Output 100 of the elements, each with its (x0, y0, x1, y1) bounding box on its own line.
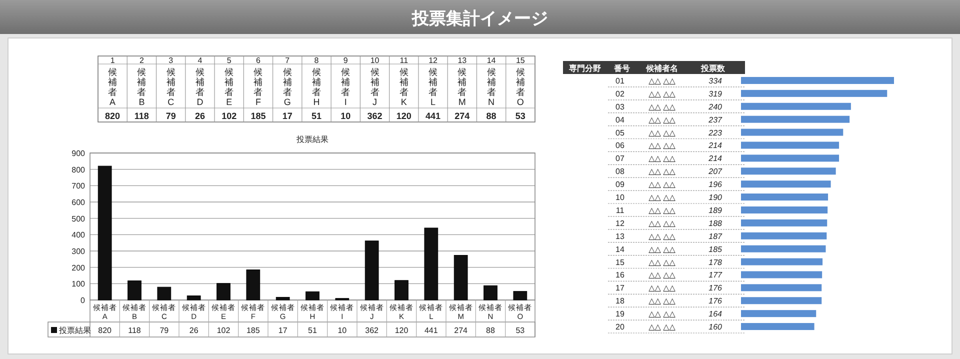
y-tick-label: 01 (616, 76, 625, 86)
y-tick-label: 200 (72, 263, 86, 272)
text: △△ △△ (648, 284, 676, 293)
text: △△ △△ (648, 193, 676, 202)
text: △△ △△ (648, 141, 676, 150)
text: △△ △△ (648, 310, 676, 319)
data-label: 160 (708, 322, 723, 332)
y-tick-label: 15 (616, 258, 625, 267)
y-tick-label: 05 (616, 128, 625, 138)
text: △△ △△ (648, 296, 676, 306)
data-label: 820 (105, 111, 120, 121)
data-label: 207 (708, 167, 723, 176)
category-label: 17 (278, 326, 288, 335)
y-tick-label: 03 (616, 102, 625, 112)
category-label: 候補者O (516, 67, 525, 107)
data-label: 185 (708, 244, 723, 254)
category-label: 候補者M (458, 67, 467, 107)
data-label: 214 (708, 154, 723, 164)
text: △△ △△ (648, 102, 676, 112)
data-label: 178 (708, 258, 723, 267)
text: △△ △△ (648, 258, 676, 267)
chart-title: 投票集計イメージ (411, 9, 548, 28)
text: 投票数 (700, 64, 726, 73)
y-tick-label: 900 (72, 149, 86, 158)
y-tick-label: 08 (616, 167, 625, 176)
y-tick-label: 02 (616, 89, 625, 98)
text: △△ △△ (648, 115, 676, 124)
text: 12 (428, 56, 438, 65)
y-tick-label: 10 (616, 193, 625, 202)
text: △△ △△ (648, 218, 676, 228)
y-tick-label: 13 (616, 232, 625, 241)
chart-subtitle: 投票結果 (296, 135, 328, 144)
data-label: 187 (708, 232, 723, 241)
text: △△ △△ (648, 206, 676, 215)
text: △△ △△ (648, 89, 676, 98)
data-label: 334 (708, 76, 723, 86)
text: 6 (256, 56, 262, 65)
y-tick-label: 700 (72, 182, 86, 191)
category-label: 候補者L (428, 67, 438, 107)
text: △△ △△ (648, 244, 676, 254)
category-label: 候補者F (254, 67, 263, 107)
text: 5 (226, 56, 232, 65)
category-label: 候補者K (399, 67, 408, 107)
category-label: 候補者D (195, 67, 204, 107)
y-tick-label: 06 (616, 141, 625, 150)
y-tick-label: 100 (72, 280, 86, 289)
text: 362 (365, 326, 379, 335)
text: 88 (486, 326, 495, 335)
category-label: 候補者N (486, 67, 496, 107)
category-label: 候補者E (224, 67, 234, 107)
data-label: 177 (708, 270, 723, 280)
y-tick-label: 400 (72, 230, 86, 240)
text: △△ △△ (648, 180, 676, 190)
data-label: 188 (708, 218, 723, 228)
text: 102 (216, 326, 230, 335)
data-label: 441 (426, 111, 441, 121)
text: △△ △△ (648, 154, 676, 164)
legend-label: 投票結果 (58, 326, 91, 335)
data-label: 274 (454, 111, 470, 121)
data-label: 214 (708, 141, 723, 150)
y-tick-label: 0 (80, 296, 86, 305)
data-label: 196 (708, 180, 723, 190)
data-label: 362 (367, 111, 382, 121)
text: 185 (246, 326, 260, 335)
text: 候補者名 (645, 64, 678, 73)
text: 118 (128, 326, 141, 335)
category-label: 候補者I (341, 67, 350, 107)
text: 51 (308, 326, 317, 335)
y-tick-label: 20 (616, 322, 625, 332)
data-label: 223 (708, 128, 723, 138)
text: △△ △△ (648, 270, 676, 280)
data-label: 26 (194, 111, 205, 121)
data-label: 17 (282, 111, 292, 121)
y-tick-label: 09 (616, 180, 625, 190)
y-tick-label: 17 (616, 284, 625, 293)
text: 79 (160, 326, 169, 335)
text: 番号 (613, 64, 630, 73)
y-tick-label: 07 (616, 154, 625, 164)
text: △△ △△ (648, 322, 676, 332)
data-label: 176 (708, 296, 723, 306)
y-tick-label: 600 (72, 198, 86, 207)
text: 1 (110, 56, 116, 65)
text: 10 (338, 326, 348, 335)
text: 専門分野 (568, 64, 601, 73)
data-label: 79 (166, 111, 176, 121)
text: 8 (314, 56, 320, 65)
text: 11 (400, 56, 409, 65)
data-label: 189 (708, 206, 723, 215)
text: 53 (516, 326, 525, 335)
category-label: 候補者G (282, 67, 292, 107)
y-tick-label: 500 (72, 214, 86, 224)
y-tick-label: 16 (616, 270, 625, 280)
category-label: 候補者A (108, 67, 118, 107)
text: 13 (458, 56, 468, 65)
y-tick-label: 800 (72, 165, 86, 174)
text: △△ △△ (648, 128, 676, 138)
data-label: 118 (134, 111, 149, 121)
data-label: 240 (708, 102, 723, 112)
text: 14 (486, 56, 496, 65)
data-label: 120 (396, 111, 412, 121)
